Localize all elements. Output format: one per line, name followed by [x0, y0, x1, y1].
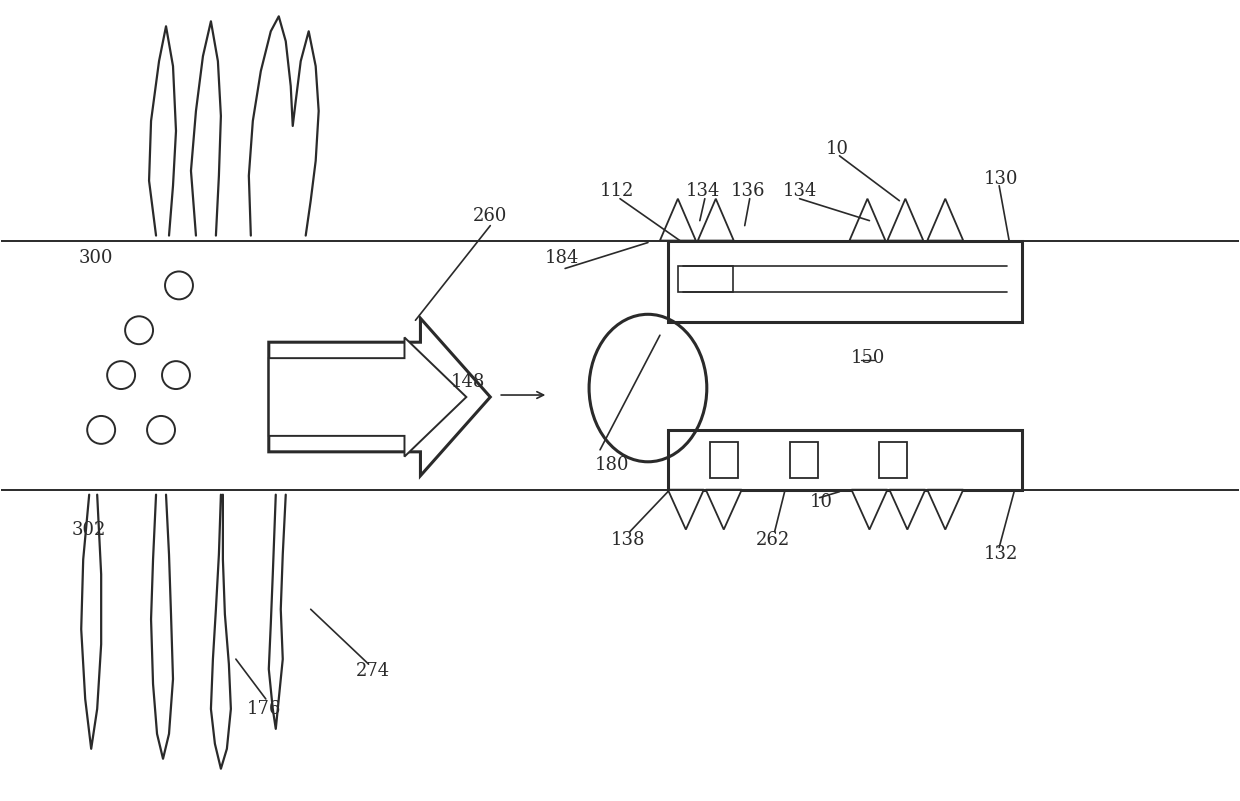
Polygon shape [660, 199, 696, 240]
Bar [678, 267, 733, 292]
Text: 176: 176 [247, 700, 281, 718]
Polygon shape [928, 489, 963, 529]
Polygon shape [852, 489, 888, 529]
Bar [668, 240, 1022, 322]
Text: 302: 302 [72, 521, 107, 538]
Text: 134: 134 [782, 182, 817, 199]
Bar [709, 442, 738, 477]
Text: 136: 136 [730, 182, 765, 199]
Text: 262: 262 [755, 530, 790, 549]
Polygon shape [888, 199, 924, 240]
Text: 150: 150 [851, 349, 884, 367]
Text: 10: 10 [826, 140, 849, 158]
Text: 148: 148 [451, 373, 486, 391]
Polygon shape [668, 489, 704, 529]
Polygon shape [889, 489, 925, 529]
Polygon shape [706, 489, 742, 529]
Polygon shape [698, 199, 734, 240]
Bar [668, 430, 1022, 489]
Text: 184: 184 [544, 249, 579, 268]
Polygon shape [928, 199, 963, 240]
Text: 138: 138 [611, 530, 645, 549]
Text: 180: 180 [595, 456, 629, 473]
Text: 132: 132 [985, 545, 1018, 563]
Bar [790, 442, 817, 477]
Text: 260: 260 [474, 207, 507, 224]
Polygon shape [849, 199, 885, 240]
Text: 134: 134 [686, 182, 720, 199]
Text: 130: 130 [983, 170, 1018, 187]
Polygon shape [269, 337, 466, 457]
Bar [879, 442, 908, 477]
Polygon shape [269, 318, 490, 476]
Text: 10: 10 [810, 493, 833, 511]
Text: 112: 112 [600, 182, 634, 199]
Text: 300: 300 [79, 249, 113, 268]
Text: 274: 274 [356, 662, 389, 680]
